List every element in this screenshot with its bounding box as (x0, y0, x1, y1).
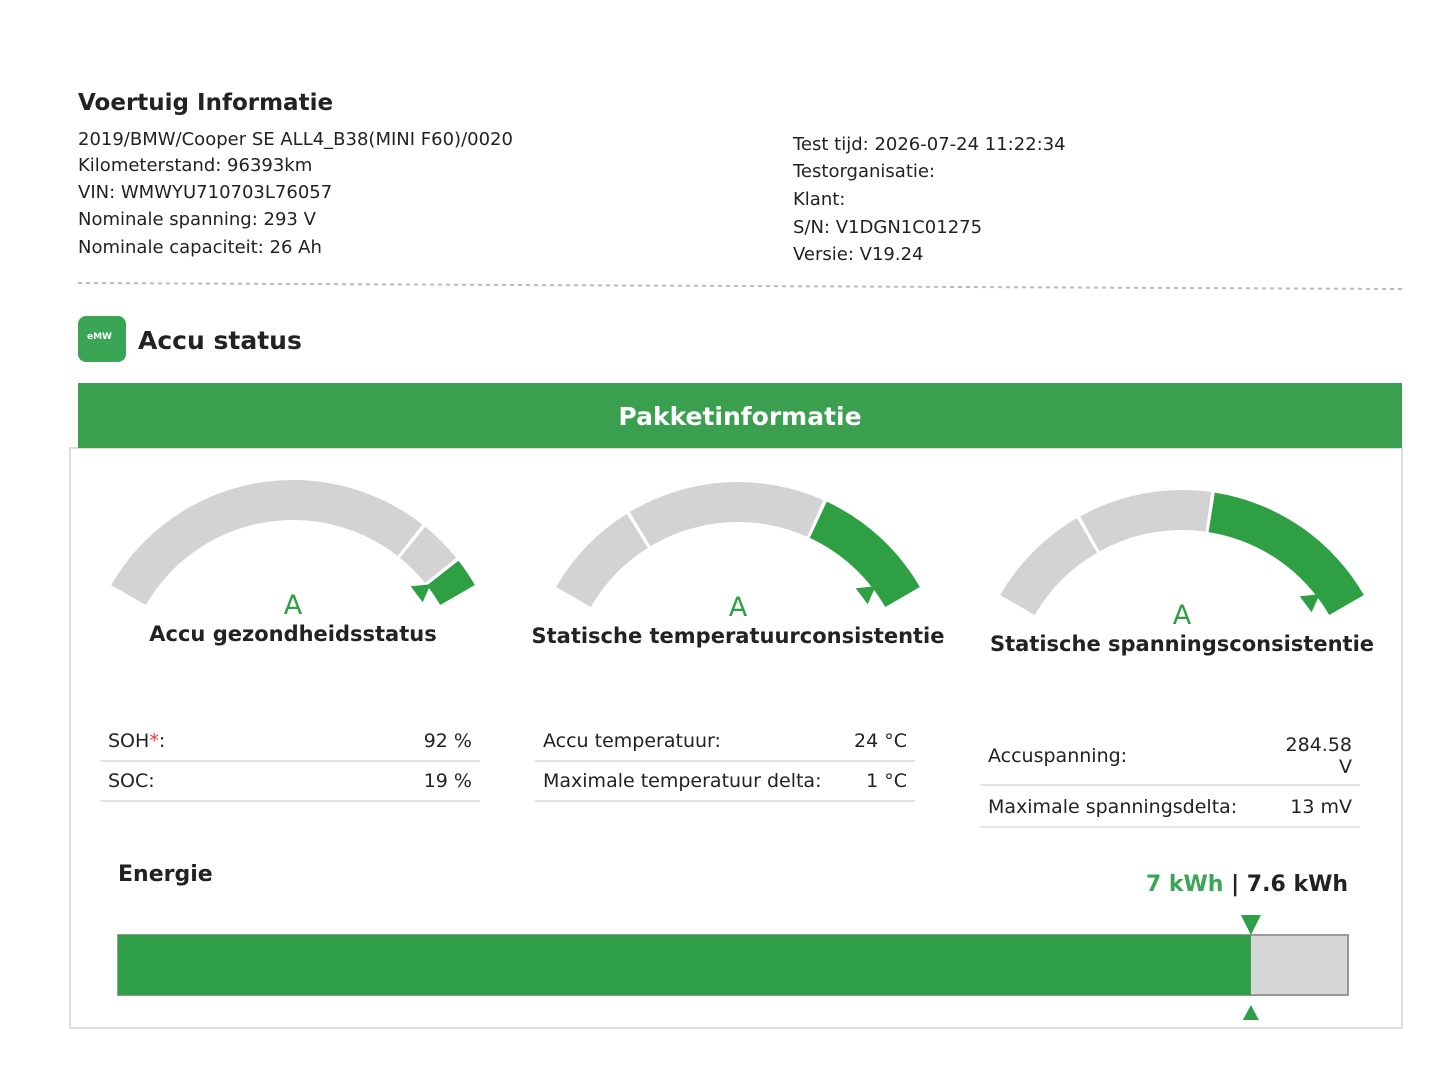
energy-marker-bottom (1242, 1005, 1259, 1020)
gauge-pointer (410, 584, 431, 603)
gauge-segment (399, 526, 457, 584)
section-title: Accu status (138, 326, 302, 355)
row-label: Accu temperatuur: (543, 730, 721, 752)
gauge-segment (426, 560, 475, 605)
label-text: Accu temperatuur: (543, 730, 721, 752)
info-line: Kilometerstand: 96393km (78, 155, 313, 176)
energy-capacity: 7.6 (1246, 872, 1286, 897)
table-row: Maximale temperatuur delta: 1 °C (535, 762, 915, 802)
energy-current-value: 7 (1145, 872, 1162, 897)
energy-readout: 7 kWh | 7.6 kWh (1146, 872, 1348, 897)
energy-current: 7 kWh (1146, 872, 1224, 897)
gauge-segment (556, 513, 648, 607)
gauge-segment (1208, 492, 1364, 615)
panel-title: Pakketinformatie (618, 402, 862, 431)
row-value: 13 mV (1290, 796, 1352, 818)
row-value: 92 % (423, 730, 472, 752)
asterisk: * (149, 730, 159, 752)
row-value: 284.58 V (1285, 734, 1352, 778)
energy-title: Energie (118, 862, 213, 887)
info-line: Nominale capaciteit: 26 Ah (78, 237, 322, 258)
info-line: S/N: V1DGN1C01275 (793, 217, 983, 238)
row-value: 1 °C (866, 770, 907, 792)
row-label: SOH*: (108, 730, 165, 752)
info-line: 2019/BMW/Cooper SE ALL4_B38(MINI F60)/00… (78, 129, 513, 150)
table-row: Accu temperatuur: 24 °C (535, 722, 915, 762)
energy-marker-top (1240, 915, 1261, 935)
row-value: 19 % (423, 770, 472, 792)
table-row: SOH*: 92 % (100, 722, 480, 762)
header-title: Voertuig Informatie (78, 90, 334, 116)
label-text: Maximale temperatuur delta: (543, 770, 822, 792)
info-line: Nominale spanning: 293 V (78, 209, 316, 230)
gauge-pointer (855, 586, 876, 605)
row-label: SOC: (108, 770, 155, 792)
gauge-grade: A (1172, 600, 1192, 631)
gauge-grade: A (728, 592, 748, 623)
label-text: Maximale spanningsdelta: (988, 796, 1238, 818)
label-text: SOH (108, 730, 150, 752)
gauge-segment (1080, 490, 1212, 552)
gauge-grade: A (283, 590, 303, 621)
info-line: Versie: V19.24 (793, 244, 924, 265)
divider (77, 282, 1403, 290)
energy-fill (118, 935, 1251, 995)
gauge-segment (809, 501, 920, 607)
label-end: : (158, 730, 166, 752)
energy-separator: | (1231, 872, 1240, 897)
table-row: SOC: 19 % (100, 762, 480, 802)
gauge-pointer (1299, 594, 1320, 613)
gauge-segment (1000, 518, 1097, 615)
gauge-label: Statische spanningsconsistentie (989, 632, 1375, 656)
energy-unit: kWh (1168, 872, 1224, 897)
info-line: VIN: WMWYU710703L76057 (78, 182, 333, 203)
info-line: Test tijd: 2026-07-24 11:22:34 (793, 134, 1066, 155)
gauge-segment (111, 480, 423, 605)
row-label: Accuspanning: (988, 745, 1127, 767)
row-value: 24 °C (854, 730, 907, 752)
label-text: Accuspanning: (988, 745, 1128, 767)
section-icon (78, 316, 126, 362)
table-row: Maximale spanningsdelta: 13 mV (980, 788, 1360, 828)
info-line: Klant: (793, 189, 846, 210)
table-row: Accuspanning: 284.58 V (980, 728, 1360, 786)
gauge-segment (629, 481, 824, 547)
label-text: SOC: (108, 770, 155, 792)
info-line: Testorganisatie: (793, 161, 936, 182)
row-label: Maximale temperatuur delta: (543, 770, 821, 792)
gauge-label: Statische temperatuurconsistentie (531, 624, 945, 648)
panel-header (78, 383, 1402, 448)
icon-text: eMW (87, 332, 112, 342)
gauge-label: Accu gezondheidsstatus (149, 622, 437, 646)
energy-unit: kWh (1293, 872, 1348, 897)
row-label: Maximale spanningsdelta: (988, 796, 1237, 818)
